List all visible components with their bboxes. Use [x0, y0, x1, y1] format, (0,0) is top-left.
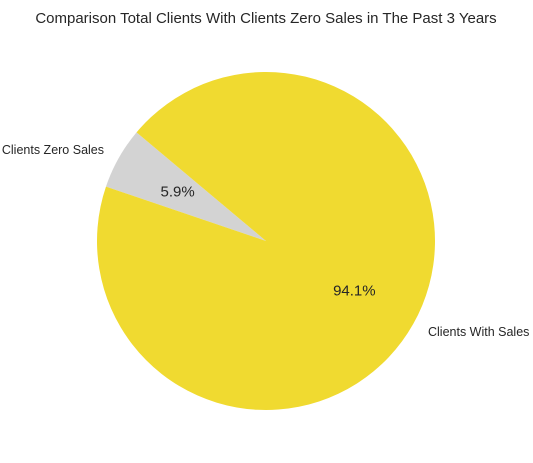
slice-label: Clients With Sales: [428, 325, 529, 339]
slice-label: Clients Zero Sales: [2, 143, 104, 157]
pie-labels: Clients Zero Sales 5.9% Clients With Sales…: [2, 143, 530, 339]
pie-slice-clients-with-sales: [97, 72, 436, 411]
chart-title: Comparison Total Clients With Clients Ze…: [35, 10, 496, 27]
slice-percent-label: 5.9%: [161, 183, 195, 200]
slice-percent-label: 94.1%: [333, 283, 376, 300]
pie-slices: [97, 72, 436, 411]
pie-slice-clients-zero-sales: [105, 132, 266, 241]
